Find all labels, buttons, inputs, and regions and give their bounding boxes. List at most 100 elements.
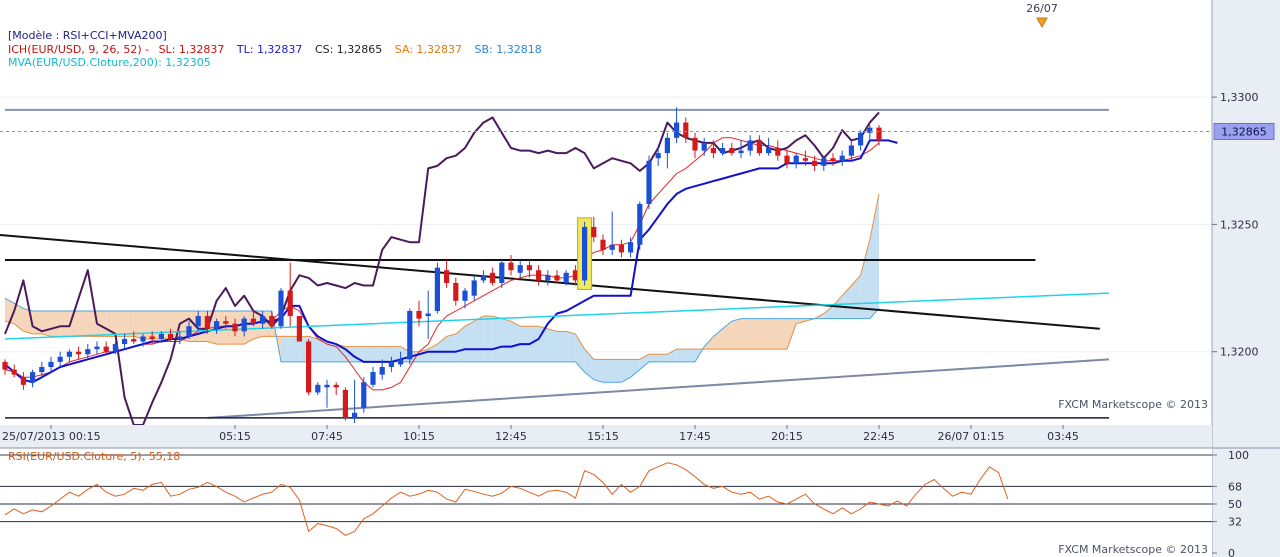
candle[interactable] — [2, 361, 8, 370]
candle[interactable] — [692, 137, 698, 151]
candle[interactable] — [554, 275, 560, 281]
candle[interactable] — [821, 158, 827, 166]
candle[interactable] — [85, 349, 91, 355]
candle[interactable] — [775, 148, 781, 156]
candle[interactable] — [674, 122, 680, 138]
candle[interactable] — [324, 384, 330, 388]
candle[interactable] — [214, 321, 220, 329]
candle[interactable] — [361, 382, 367, 408]
candle[interactable] — [729, 148, 735, 154]
candle[interactable] — [57, 356, 63, 362]
candle[interactable] — [260, 316, 266, 324]
candle[interactable] — [756, 140, 762, 154]
candle[interactable] — [536, 270, 542, 281]
candle[interactable] — [66, 351, 72, 357]
rsi-panel[interactable]: 100 68 50 32 0 RSI(EUR/USD.Cloture, 5): 55,1… — [0, 447, 1280, 557]
candle[interactable] — [103, 346, 109, 352]
candle[interactable] — [628, 242, 634, 253]
candle[interactable] — [48, 361, 54, 367]
candle[interactable] — [793, 155, 799, 164]
candle[interactable] — [149, 336, 155, 339]
candle[interactable] — [195, 316, 201, 327]
candle[interactable] — [250, 318, 256, 324]
candle[interactable] — [738, 150, 744, 154]
candle[interactable] — [352, 412, 358, 418]
candle[interactable] — [766, 148, 772, 154]
candle[interactable] — [416, 310, 422, 319]
candle[interactable] — [490, 272, 496, 283]
candle[interactable] — [545, 275, 551, 281]
candle[interactable] — [112, 344, 118, 352]
candle[interactable] — [122, 338, 128, 345]
candle[interactable] — [269, 316, 275, 327]
candle[interactable] — [241, 318, 247, 332]
candle[interactable] — [333, 384, 339, 388]
candle[interactable] — [618, 244, 624, 253]
candle[interactable] — [388, 361, 394, 367]
candle[interactable] — [398, 359, 404, 365]
candle[interactable] — [425, 313, 431, 317]
candle[interactable] — [131, 338, 137, 342]
candle[interactable] — [830, 158, 836, 161]
trendline[interactable] — [207, 358, 1110, 419]
candle[interactable] — [39, 366, 45, 373]
candle[interactable] — [582, 226, 588, 281]
candle[interactable] — [563, 272, 569, 283]
candle[interactable] — [370, 372, 376, 385]
candle[interactable] — [471, 280, 477, 296]
candle[interactable] — [646, 160, 652, 205]
candles[interactable] — [2, 107, 882, 423]
candle[interactable] — [848, 145, 854, 156]
candle[interactable] — [379, 366, 385, 375]
candle[interactable] — [812, 160, 818, 166]
event-marker[interactable]: 26/07 — [1026, 2, 1058, 29]
candle[interactable] — [876, 127, 882, 141]
candle[interactable] — [867, 127, 873, 133]
candle[interactable] — [444, 270, 450, 283]
candle[interactable] — [186, 326, 192, 337]
candle[interactable] — [140, 336, 146, 342]
candle[interactable] — [94, 346, 100, 350]
candle[interactable] — [434, 267, 440, 311]
candle[interactable] — [30, 372, 36, 383]
candle[interactable] — [11, 369, 17, 375]
candle[interactable] — [177, 336, 183, 339]
price-axis[interactable]: 1,3300 1,3250 1,3200 1,32865 — [1211, 0, 1280, 557]
candle[interactable] — [499, 262, 505, 283]
candle[interactable] — [407, 310, 413, 360]
time-axis[interactable]: 25/07/2013 00:15 05:15 07:45 10:15 12:45 15:1… — [0, 425, 1212, 448]
candle[interactable] — [296, 316, 302, 342]
candle[interactable] — [600, 239, 606, 250]
candle[interactable] — [655, 153, 661, 159]
candle[interactable] — [232, 323, 238, 332]
candle[interactable] — [204, 316, 210, 329]
candle[interactable] — [747, 140, 753, 151]
candle[interactable] — [609, 244, 615, 250]
candle[interactable] — [710, 148, 716, 154]
candle[interactable] — [76, 351, 82, 355]
candle[interactable] — [20, 377, 26, 385]
candle[interactable] — [701, 142, 707, 151]
candle[interactable] — [683, 122, 689, 138]
candle[interactable] — [508, 262, 514, 271]
candle[interactable] — [858, 132, 864, 146]
candle[interactable] — [223, 321, 229, 324]
candle[interactable] — [158, 333, 164, 339]
candle[interactable] — [342, 389, 348, 418]
candle[interactable] — [802, 158, 808, 161]
candle[interactable] — [287, 290, 293, 317]
candle[interactable] — [306, 341, 312, 393]
candle[interactable] — [572, 270, 578, 281]
candle[interactable] — [453, 282, 459, 301]
candle[interactable] — [462, 290, 468, 301]
candle[interactable] — [664, 137, 670, 154]
candle[interactable] — [637, 204, 643, 245]
candle[interactable] — [315, 384, 321, 393]
candle[interactable] — [839, 155, 845, 161]
price-panel[interactable]: [Modèle : RSI+CCI+MVA200] ICH(EUR/USD, 9… — [0, 0, 1212, 426]
candle[interactable] — [526, 265, 532, 271]
candle[interactable] — [278, 290, 284, 327]
candle[interactable] — [168, 333, 174, 339]
candle[interactable] — [517, 265, 523, 273]
